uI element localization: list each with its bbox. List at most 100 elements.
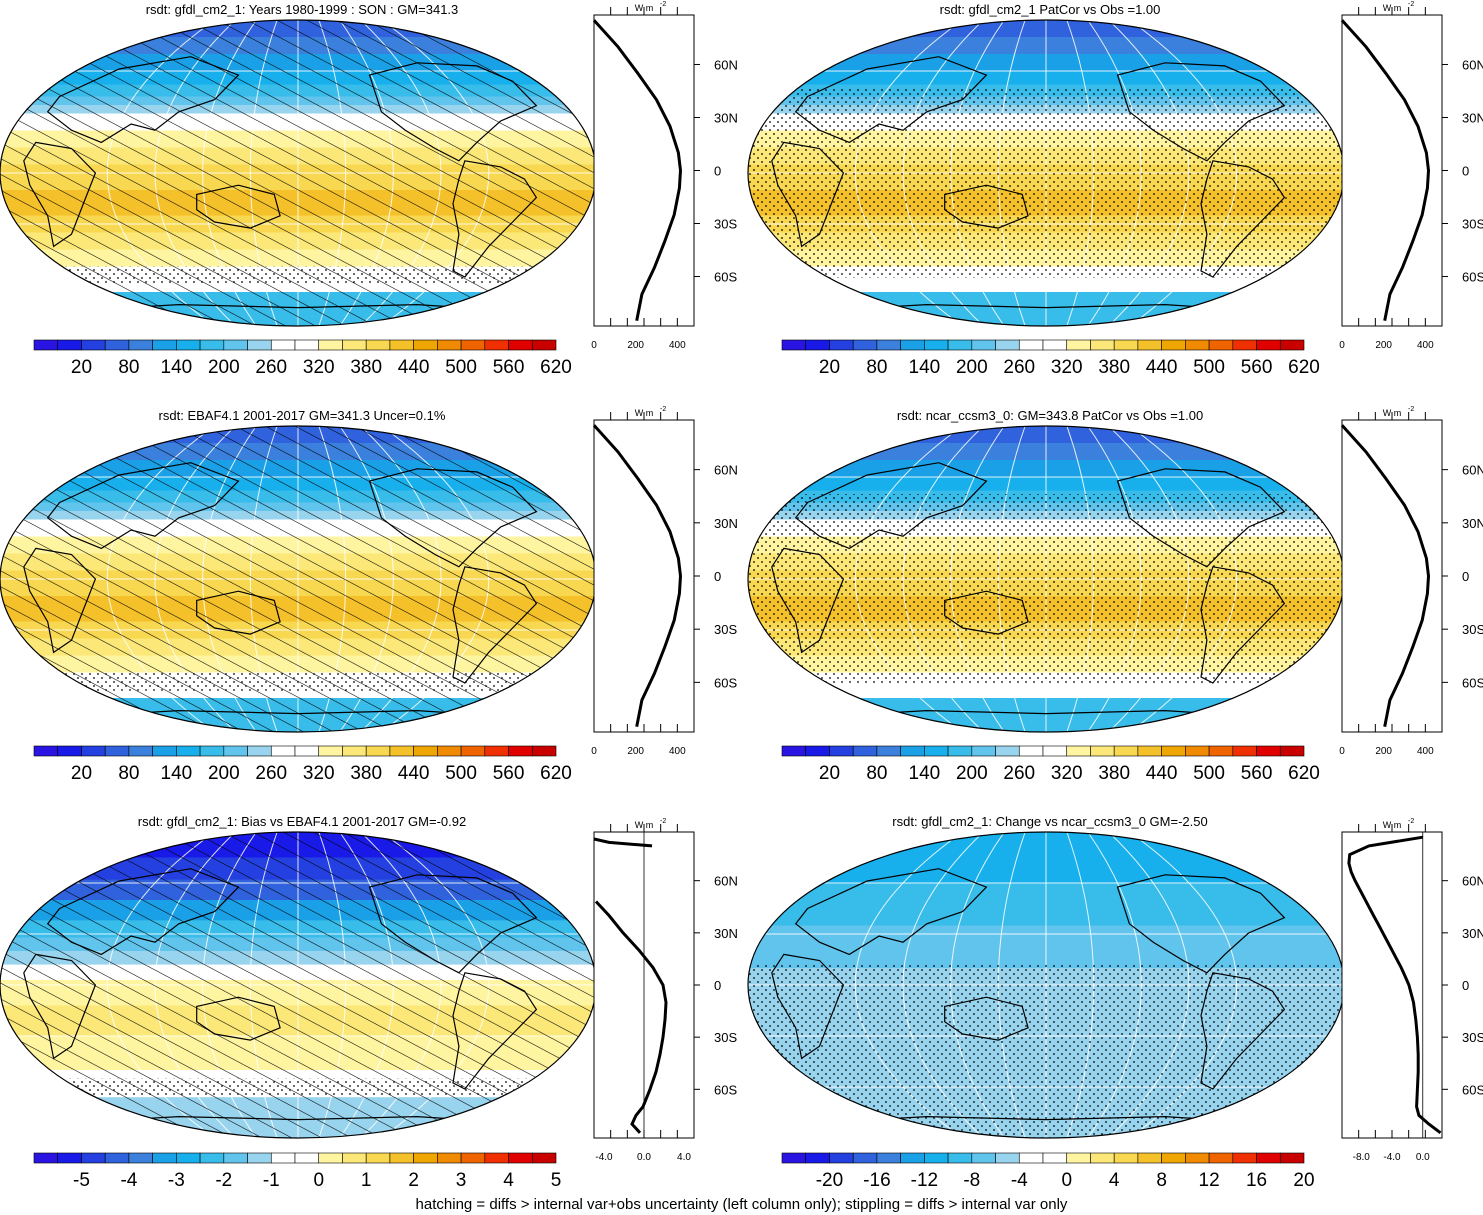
colorbar-box — [1137, 339, 1162, 351]
colorbar-box — [389, 745, 414, 757]
colorbar-tick-label: 20 — [819, 357, 840, 378]
colorbar-tick-label: 560 — [1241, 357, 1273, 378]
colorbar-box — [805, 339, 830, 351]
colorbar-box — [128, 745, 153, 757]
colorbar-box — [852, 1152, 878, 1164]
colorbar-tick-label: 380 — [350, 763, 382, 784]
colorbar-box — [342, 1152, 367, 1164]
colorbar-tick-label: 380 — [1098, 763, 1130, 784]
colorbar-tick-label: 140 — [909, 763, 941, 784]
colorbar-tick-label: 200 — [208, 763, 240, 784]
profile-lat-label: 30S — [714, 217, 737, 232]
profile-x-label: 400 — [669, 340, 686, 351]
profile-lat-label: 30N — [714, 110, 738, 125]
colorbar-box — [995, 745, 1020, 757]
colorbar-box — [176, 339, 201, 351]
colorbar-tick-label: 200 — [956, 357, 988, 378]
colorbar-box — [876, 745, 901, 757]
profile-x-label: 200 — [1375, 746, 1392, 757]
colorbar-tick-label: 1 — [361, 1170, 372, 1191]
colorbar-tick-label: 12 — [1199, 1170, 1220, 1191]
colorbar-tick-label: 440 — [1146, 763, 1178, 784]
colorbar-tick-label: 500 — [1193, 357, 1225, 378]
profile-unit-label: W m — [1383, 3, 1402, 13]
colorbar-tick-label: 140 — [161, 763, 193, 784]
panel-p5: rsdt: gfdl_cm2_1: Bias vs EBAF4.1 2001-2… — [0, 814, 738, 1191]
map-body — [0, 832, 596, 1138]
colorbar-box — [1256, 745, 1281, 757]
colorbar-box — [484, 1152, 509, 1164]
colorbar-box — [33, 745, 59, 757]
colorbar-box — [437, 1152, 462, 1164]
profile-x-label: -8.0 — [1353, 1152, 1371, 1163]
colorbar-box — [437, 745, 462, 757]
colorbar-tick-label: 260 — [1003, 357, 1035, 378]
colorbar-box — [1090, 745, 1115, 757]
colorbar-box — [460, 339, 486, 351]
profile-frame — [1341, 419, 1443, 733]
colorbar-box — [176, 745, 201, 757]
profile-lat-label: 30S — [1462, 622, 1483, 637]
colorbar-box — [805, 745, 830, 757]
colorbar-box — [57, 745, 82, 757]
profile-lat-label: 30N — [1462, 926, 1483, 941]
profile-frame — [1341, 831, 1443, 1139]
profile-line — [592, 19, 683, 321]
colorbar-box — [104, 745, 130, 757]
colorbar-box — [128, 1152, 153, 1164]
colorbar-tick-label: 20 — [71, 763, 92, 784]
colorbar-box — [104, 339, 130, 351]
profile-curve — [1340, 424, 1431, 727]
profile-lat-label: 60N — [1462, 57, 1483, 72]
colorbar-tick-label: 560 — [493, 763, 525, 784]
colorbar-tick-label: -4 — [120, 1170, 137, 1191]
colorbar-box — [531, 1152, 557, 1164]
colorbar-tick-label: 20 — [1293, 1170, 1314, 1191]
profile-x-label: 0.0 — [637, 1152, 651, 1163]
colorbar-box — [1279, 1152, 1305, 1164]
stipple-overlay — [0, 266, 596, 285]
colorbar-tick-label: -1 — [263, 1170, 280, 1191]
colorbar-box — [508, 745, 533, 757]
colorbar-box — [900, 1152, 925, 1164]
colorbar-tick-label: 200 — [208, 357, 240, 378]
colorbar-tick-label: 260 — [1003, 763, 1035, 784]
profile-x-label: 200 — [1375, 340, 1392, 351]
colorbar-tick-label: -8 — [963, 1170, 980, 1191]
colorbar-box — [924, 745, 949, 757]
panel-p4: rsdt: ncar_ccsm3_0: GM=343.8 PatCor vs O… — [747, 406, 1483, 784]
colorbar-box — [805, 1152, 830, 1164]
colorbar-box — [104, 1152, 130, 1164]
colorbar-box — [781, 745, 807, 757]
colorbar-box — [1279, 339, 1305, 351]
colorbar-box — [531, 745, 557, 757]
colorbar-box — [81, 745, 106, 757]
profile-x-label: 400 — [1417, 340, 1434, 351]
colorbar-tick-label: 3 — [456, 1170, 467, 1191]
profile-x-label: 0 — [591, 340, 597, 351]
colorbar-box — [318, 1152, 343, 1164]
colorbar-box — [781, 339, 807, 351]
colorbar-box — [900, 339, 925, 351]
colorbar-box — [460, 1152, 486, 1164]
footer-note: hatching = diffs > internal var+obs unce… — [415, 1196, 1068, 1213]
panel-title: rsdt: EBAF4.1 2001-2017 GM=341.3 Uncer=0… — [159, 408, 446, 423]
colorbar-box — [389, 1152, 414, 1164]
colorbar-tick-label: 440 — [398, 357, 430, 378]
colorbar-box — [900, 745, 925, 757]
profile-lat-label: 30S — [714, 1030, 737, 1045]
colorbar-box — [365, 339, 391, 351]
profile-lat-label: 60S — [714, 1082, 737, 1097]
colorbar-tick-label: 440 — [1146, 357, 1178, 378]
colorbar-box — [1161, 745, 1186, 757]
profile-lat-label: 60S — [1462, 675, 1483, 690]
colorbar-box — [437, 339, 462, 351]
colorbar-box — [1208, 745, 1234, 757]
colorbar-tick-label: 80 — [118, 763, 139, 784]
panel-p3: rsdt: EBAF4.1 2001-2017 GM=341.3 Uncer=0… — [0, 406, 738, 784]
profile-unit-sup: -2 — [1408, 1, 1414, 8]
panel-title: rsdt: gfdl_cm2_1 PatCor vs Obs =1.00 — [940, 2, 1161, 17]
colorbar-box — [342, 745, 367, 757]
colorbar-tick-label: 260 — [255, 763, 287, 784]
profile-lat-label: 30N — [714, 926, 738, 941]
